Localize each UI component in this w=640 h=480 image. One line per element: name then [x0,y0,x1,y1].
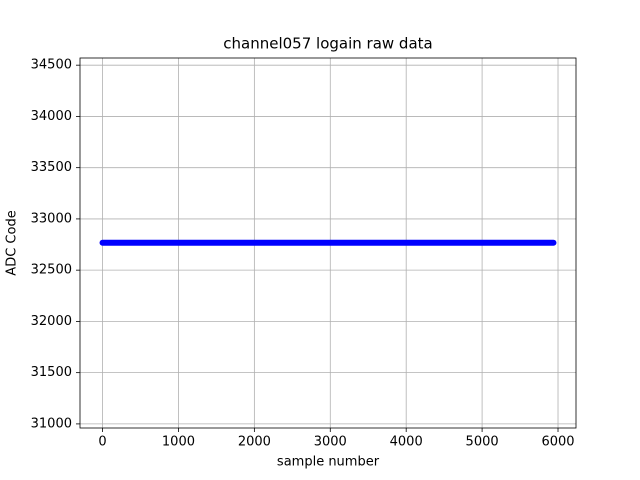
y-tick-label: 32500 [31,263,72,278]
y-tick-label: 33500 [31,160,72,175]
x-tick-label: 6000 [541,435,574,450]
plot-frame [79,57,577,429]
y-tick-label: 32000 [31,314,72,329]
x-tick-label: 1000 [162,435,195,450]
chart-title: channel057 logain raw data [223,35,432,53]
y-tick-label: 34000 [31,109,72,124]
x-tick-label: 5000 [466,435,499,450]
x-axis-label: sample number [277,455,380,470]
x-tick-label: 2000 [238,435,271,450]
y-axis-label: ADC Code [5,210,20,275]
y-tick-label: 31500 [31,365,72,380]
x-tick-label: 4000 [390,435,423,450]
x-tick-label: 0 [98,435,106,450]
y-tick-label: 31000 [31,416,72,431]
y-tick-label: 34500 [31,58,72,73]
x-tick-label: 3000 [314,435,347,450]
y-tick-label: 33000 [31,211,72,226]
